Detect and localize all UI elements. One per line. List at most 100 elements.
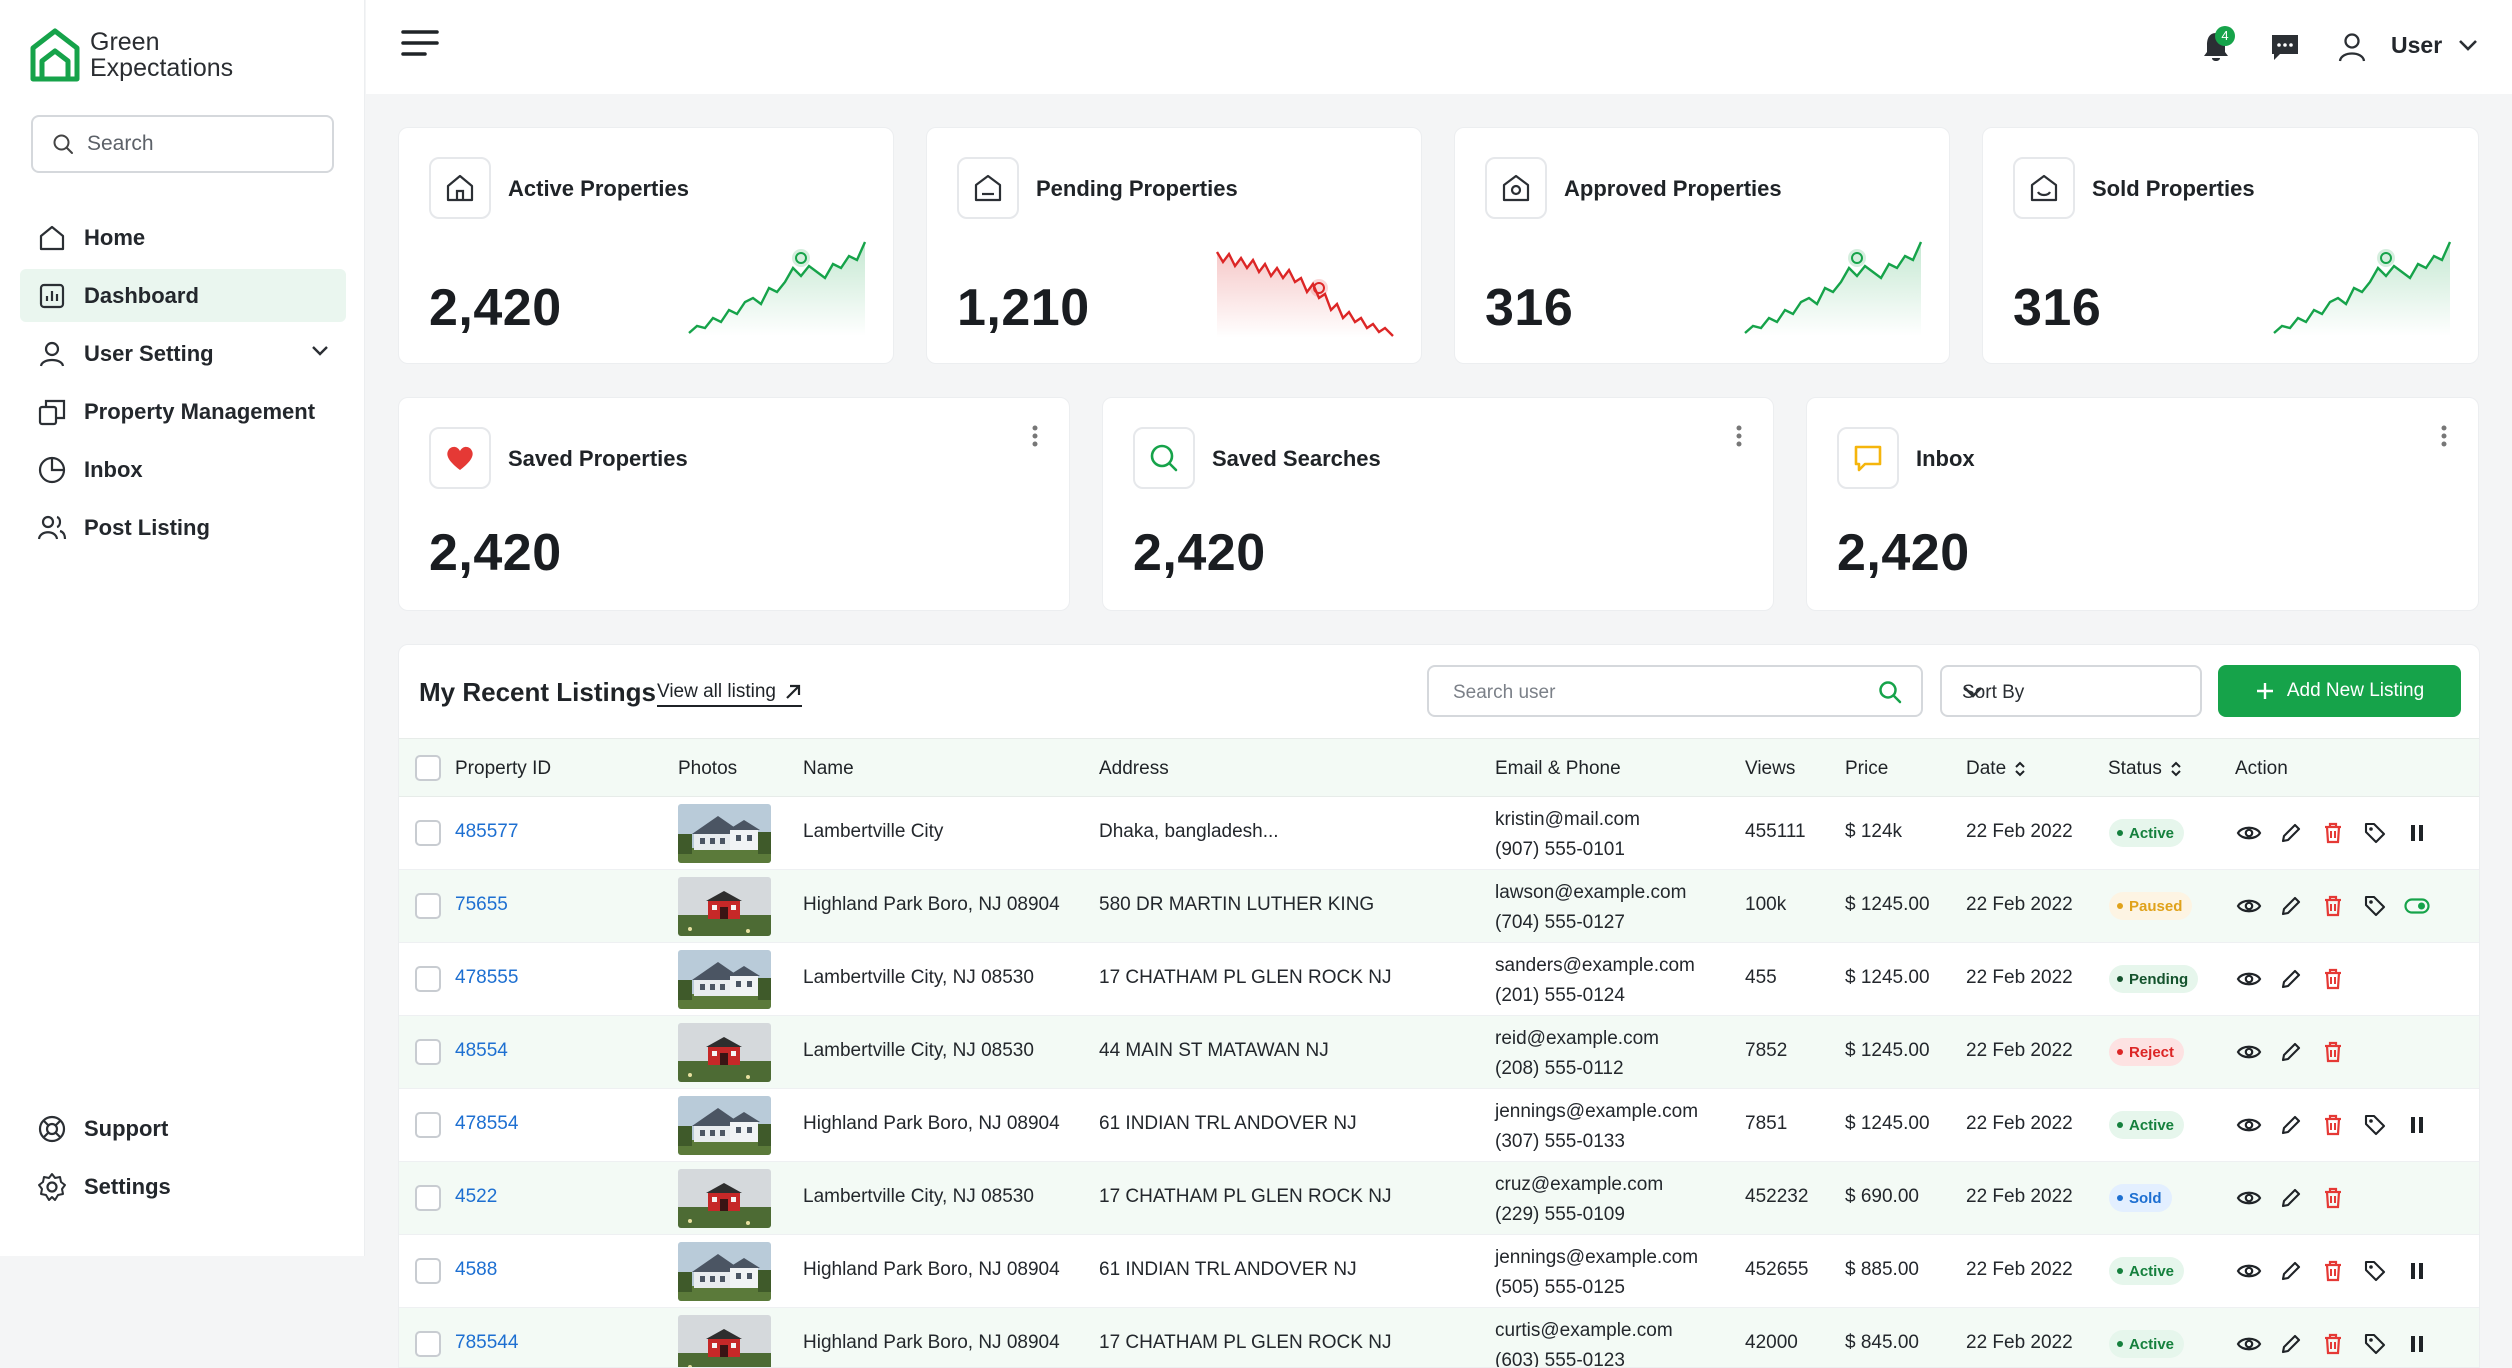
view-icon[interactable] <box>2235 1330 2263 1358</box>
stat-card-inbox[interactable]: Inbox 2,420 <box>1806 397 2479 611</box>
message-icon <box>1837 427 1899 489</box>
edit-icon[interactable] <box>2277 819 2305 847</box>
delete-icon[interactable] <box>2319 892 2347 920</box>
user-avatar-icon[interactable] <box>2336 30 2368 64</box>
views-count: 7851 <box>1745 1113 1788 1134</box>
view-icon[interactable] <box>2235 892 2263 920</box>
property-id-link[interactable]: 785544 <box>455 1332 519 1353</box>
delete-icon[interactable] <box>2319 1184 2347 1212</box>
sidebar-item-inbox[interactable]: Inbox <box>20 443 346 496</box>
pause-icon[interactable] <box>2403 819 2431 847</box>
stat-title: Saved Properties <box>508 446 688 471</box>
status-label: Active <box>2129 824 2175 842</box>
row-checkbox[interactable] <box>415 1185 441 1211</box>
price: $ 1245.00 <box>1845 967 1930 988</box>
stat-card-sold-properties[interactable]: Sold Properties 316 <box>1982 127 2479 364</box>
more-options-icon[interactable] <box>2440 424 2448 448</box>
more-options-icon[interactable] <box>1031 424 1039 448</box>
table-row: 4522 Lambertville City, NJ 08530 17 CHAT… <box>399 1162 2479 1235</box>
edit-icon[interactable] <box>2277 965 2305 993</box>
sidebar-item-support[interactable]: Support <box>20 1102 346 1155</box>
delete-icon[interactable] <box>2319 1330 2347 1358</box>
view-icon[interactable] <box>2235 819 2263 847</box>
delete-icon[interactable] <box>2319 1111 2347 1139</box>
tag-icon[interactable] <box>2361 819 2389 847</box>
sidebar-item-home[interactable]: Home <box>20 211 346 264</box>
delete-icon[interactable] <box>2319 1257 2347 1285</box>
brand-logo[interactable]: Green Expectations <box>30 28 233 82</box>
sidebar-item-dashboard[interactable]: Dashboard <box>20 269 346 322</box>
hamburger-menu-icon[interactable] <box>401 28 439 58</box>
user-name-label[interactable]: User <box>2391 32 2443 58</box>
column-header-status[interactable]: Status <box>2108 758 2182 780</box>
add-new-listing-button[interactable]: Add New Listing <box>2218 665 2461 717</box>
row-checkbox[interactable] <box>415 1331 441 1357</box>
stat-card-saved-searches[interactable]: Saved Searches 2,420 <box>1102 397 1774 611</box>
search-icon[interactable] <box>1877 679 1903 705</box>
search-user-input[interactable]: Search user <box>1427 665 1923 717</box>
property-id-link[interactable]: 4588 <box>455 1259 498 1280</box>
row-checkbox[interactable] <box>415 1039 441 1065</box>
stat-card-approved-properties[interactable]: Approved Properties 316 <box>1454 127 1950 364</box>
property-id-link[interactable]: 48554 <box>455 1040 508 1061</box>
row-checkbox[interactable] <box>415 966 441 992</box>
sidebar-item-property-management[interactable]: Property Management <box>20 385 346 438</box>
delete-icon[interactable] <box>2319 819 2347 847</box>
chat-message-icon[interactable] <box>2268 30 2302 64</box>
sidebar-search-input[interactable]: Search <box>31 115 334 173</box>
sidebar-bottom-nav: Support Settings <box>20 1102 346 1218</box>
edit-icon[interactable] <box>2277 1184 2305 1212</box>
property-id-link[interactable]: 478555 <box>455 967 519 988</box>
tag-icon[interactable] <box>2361 1330 2389 1358</box>
view-icon[interactable] <box>2235 1184 2263 1212</box>
row-checkbox[interactable] <box>415 1258 441 1284</box>
edit-icon[interactable] <box>2277 1257 2305 1285</box>
row-checkbox[interactable] <box>415 893 441 919</box>
tag-icon[interactable] <box>2361 1111 2389 1139</box>
toggle-icon[interactable] <box>2403 892 2431 920</box>
stat-card-pending-properties[interactable]: Pending Properties 1,210 <box>926 127 1422 364</box>
more-options-icon[interactable] <box>1735 424 1743 448</box>
property-id-link[interactable]: 75655 <box>455 894 508 915</box>
sidebar-item-settings[interactable]: Settings <box>20 1160 346 1213</box>
view-icon[interactable] <box>2235 965 2263 993</box>
column-header-date[interactable]: Date <box>1966 758 2026 780</box>
view-icon[interactable] <box>2235 1257 2263 1285</box>
property-id-link[interactable]: 4522 <box>455 1186 498 1207</box>
delete-icon[interactable] <box>2319 965 2347 993</box>
property-id-link[interactable]: 485577 <box>455 821 519 842</box>
pause-icon[interactable] <box>2403 1330 2431 1358</box>
sidebar-item-user-setting[interactable]: User Setting <box>20 327 346 380</box>
sidebar-item-label: Inbox <box>84 456 143 482</box>
sort-by-dropdown[interactable]: Sort By <box>1940 665 2202 717</box>
select-all-checkbox[interactable] <box>415 755 441 781</box>
tag-icon[interactable] <box>2361 892 2389 920</box>
row-checkbox[interactable] <box>415 820 441 846</box>
property-name: Highland Park Boro, NJ 08904 <box>803 1332 1060 1353</box>
edit-icon[interactable] <box>2277 1330 2305 1358</box>
table-row: 485577 Lambertville City Dhaka, banglade… <box>399 797 2479 870</box>
delete-icon[interactable] <box>2319 1038 2347 1066</box>
table-header: Property ID Photos Name Address Email & … <box>399 738 2479 797</box>
view-icon[interactable] <box>2235 1111 2263 1139</box>
support-icon <box>36 1113 68 1145</box>
stat-card-active-properties[interactable]: Active Properties 2,420 <box>398 127 894 364</box>
chevron-down-icon[interactable] <box>2457 38 2479 52</box>
tag-icon[interactable] <box>2361 1257 2389 1285</box>
view-all-listing-link[interactable]: View all listing <box>657 681 802 707</box>
edit-icon[interactable] <box>2277 1111 2305 1139</box>
edit-icon[interactable] <box>2277 892 2305 920</box>
row-checkbox[interactable] <box>415 1112 441 1138</box>
edit-icon[interactable] <box>2277 1038 2305 1066</box>
chevron-down-icon[interactable] <box>310 344 330 358</box>
pause-icon[interactable] <box>2403 1111 2431 1139</box>
stat-title: Inbox <box>1916 446 1975 471</box>
sidebar-item-post-listing[interactable]: Post Listing <box>20 501 346 554</box>
stat-card-saved-properties[interactable]: Saved Properties 2,420 <box>398 397 1070 611</box>
status-badge: Active <box>2109 1111 2185 1139</box>
property-id-link[interactable]: 478554 <box>455 1113 519 1134</box>
pause-icon[interactable] <box>2403 1257 2431 1285</box>
status-badge: Active <box>2109 819 2185 847</box>
view-icon[interactable] <box>2235 1038 2263 1066</box>
home-icon <box>429 157 491 219</box>
